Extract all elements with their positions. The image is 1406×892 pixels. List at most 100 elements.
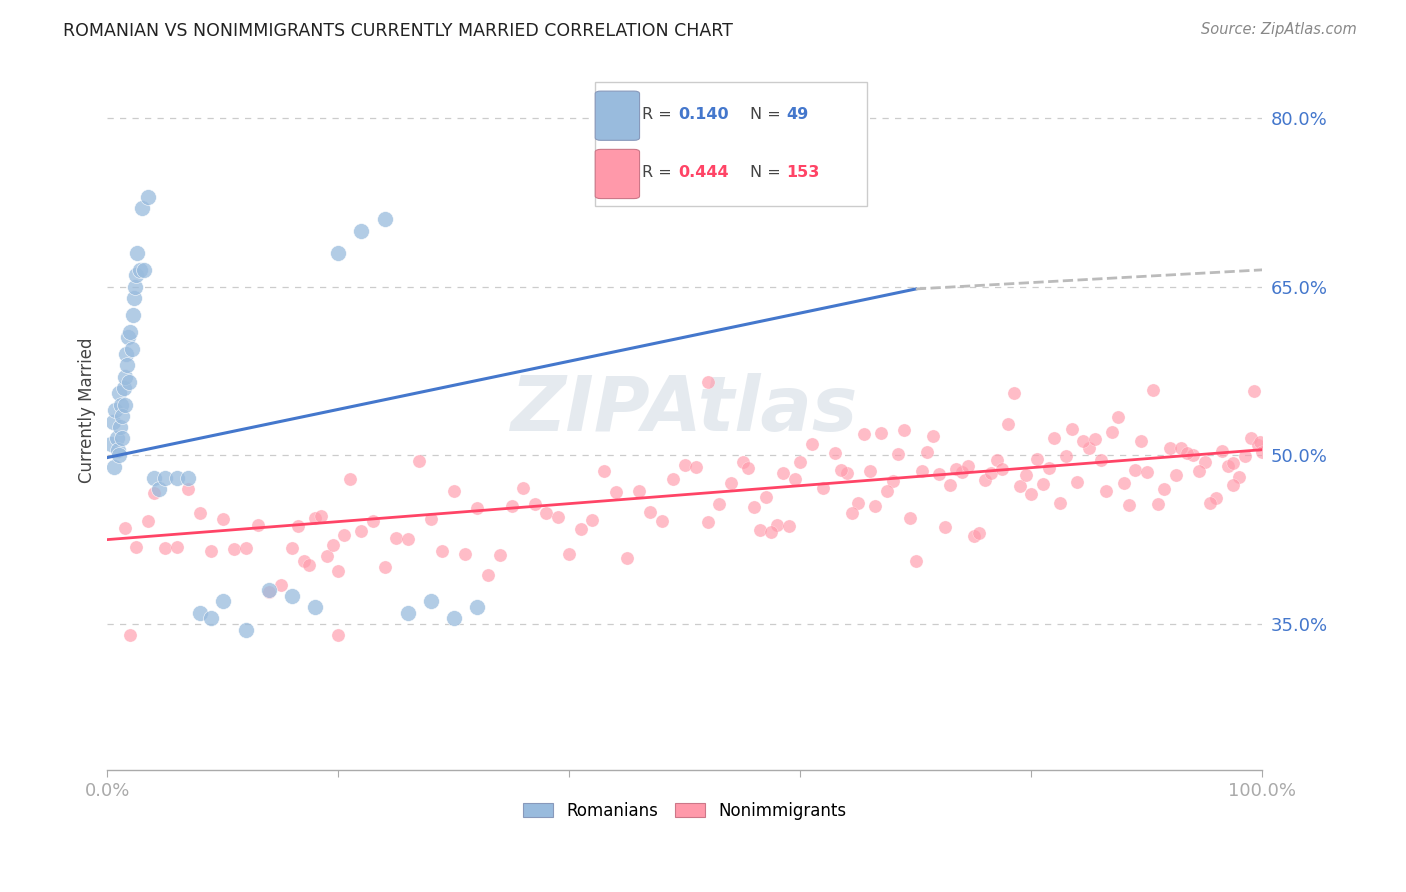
Point: [1205, 491, 1227, 505]
Point: [627, 484, 650, 499]
Point: [685, 460, 707, 475]
Point: [865, 500, 887, 514]
Point: [581, 512, 603, 526]
Point: [465, 501, 488, 516]
Point: [114, 521, 136, 535]
Point: [125, 540, 148, 554]
Point: [235, 541, 257, 556]
Point: [443, 611, 465, 625]
Point: [1049, 496, 1071, 510]
Point: [1002, 385, 1025, 400]
Point: [477, 568, 499, 582]
Point: [212, 594, 235, 608]
Point: [1240, 431, 1263, 445]
Point: [1194, 455, 1216, 469]
Point: [1026, 451, 1049, 466]
Point: [917, 444, 939, 458]
Point: [118, 376, 141, 390]
Point: [501, 499, 523, 513]
Point: [304, 511, 326, 525]
Point: [465, 600, 488, 615]
Point: [432, 543, 454, 558]
Point: [128, 263, 150, 277]
Point: [121, 308, 143, 322]
Point: [136, 190, 159, 204]
Point: [742, 500, 765, 514]
Point: [761, 524, 783, 539]
Point: [315, 549, 337, 563]
Point: [120, 325, 142, 339]
Point: [651, 514, 673, 528]
Point: [257, 585, 280, 599]
Point: [766, 517, 789, 532]
Point: [1084, 432, 1107, 446]
Point: [593, 464, 616, 478]
Point: [361, 514, 384, 528]
Point: [662, 472, 685, 486]
Point: [852, 426, 875, 441]
Point: [115, 359, 138, 373]
Point: [108, 386, 131, 401]
Point: [120, 628, 142, 642]
Point: [673, 458, 696, 472]
Point: [328, 628, 350, 642]
Point: [166, 471, 188, 485]
Point: [142, 471, 165, 485]
Point: [962, 529, 984, 543]
Point: [1181, 448, 1204, 462]
Point: [339, 472, 361, 486]
Point: [748, 523, 770, 537]
Text: ROMANIAN VS NONIMMIGRANTS CURRENTLY MARRIED CORRELATION CHART: ROMANIAN VS NONIMMIGRANTS CURRENTLY MARR…: [63, 22, 733, 40]
Point: [841, 506, 863, 520]
Point: [385, 532, 408, 546]
Point: [454, 547, 477, 561]
Point: [569, 522, 592, 536]
Point: [1014, 468, 1036, 483]
Point: [257, 583, 280, 598]
Point: [789, 455, 811, 469]
Point: [408, 454, 430, 468]
Point: [1153, 482, 1175, 496]
Point: [1008, 479, 1031, 493]
Point: [876, 483, 898, 498]
Point: [939, 478, 962, 492]
Point: [105, 432, 128, 446]
Point: [731, 455, 754, 469]
Point: [112, 381, 135, 395]
Point: [200, 611, 222, 625]
Point: [512, 481, 534, 495]
Point: [755, 490, 778, 504]
Point: [134, 263, 156, 277]
Point: [697, 515, 720, 529]
Point: [974, 473, 997, 487]
Point: [697, 376, 720, 390]
Point: [153, 471, 176, 485]
Point: [111, 409, 134, 423]
Point: [374, 212, 396, 227]
Point: [846, 496, 869, 510]
Point: [270, 578, 292, 592]
Point: [103, 459, 125, 474]
Point: [1227, 470, 1250, 484]
Point: [1175, 446, 1198, 460]
Point: [1071, 434, 1094, 448]
Point: [333, 528, 356, 542]
Point: [1136, 465, 1159, 479]
Point: [188, 606, 211, 620]
Point: [1095, 484, 1118, 499]
Point: [200, 544, 222, 558]
Point: [980, 466, 1002, 480]
Point: [127, 246, 149, 260]
Point: [350, 223, 373, 237]
Point: [922, 429, 945, 443]
Point: [107, 442, 129, 457]
Point: [281, 589, 304, 603]
Point: [893, 423, 915, 437]
Point: [374, 560, 396, 574]
Point: [1019, 487, 1042, 501]
Point: [1222, 456, 1244, 470]
Point: [824, 446, 846, 460]
Point: [322, 539, 344, 553]
Point: [115, 347, 138, 361]
Point: [419, 594, 441, 608]
